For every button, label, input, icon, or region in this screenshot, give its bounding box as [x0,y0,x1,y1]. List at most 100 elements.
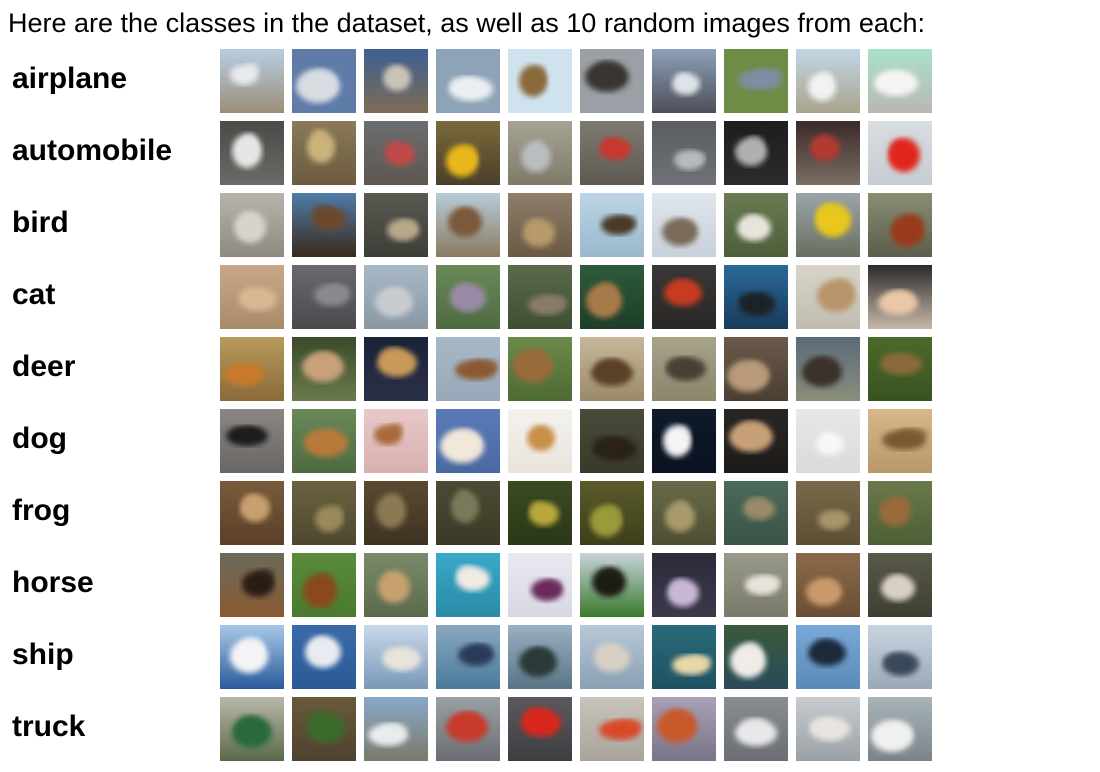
bird-icon [220,193,284,257]
ship-image-2 [292,625,356,689]
dog-icon [652,409,716,473]
frog-icon [652,481,716,545]
bird-image-3 [364,193,428,257]
airplane-icon [580,49,644,113]
horse-image-1 [220,553,284,617]
car-icon [508,121,572,185]
horse-image-3 [364,553,428,617]
cat-image-10 [868,265,932,329]
automobile-image-9 [796,121,860,185]
automobile-image-3 [364,121,428,185]
class-label-airplane: airplane [12,62,128,95]
airplane-image-5 [508,49,572,113]
deer-icon [508,337,572,401]
automobile-image-5 [508,121,572,185]
horse-image-4 [436,553,500,617]
ship-icon [652,625,716,689]
frog-icon [868,481,932,545]
bird-icon [796,193,860,257]
airplane-icon [724,49,788,113]
horse-icon [796,553,860,617]
deer-icon [292,337,356,401]
class-label-dog: dog [12,422,67,455]
class-label-frog: frog [12,494,71,527]
ship-icon [868,625,932,689]
truck-image-8 [724,697,788,761]
dog-image-6 [580,409,644,473]
frog-image-2 [292,481,356,545]
airplane-icon [364,49,428,113]
truck-icon [292,697,356,761]
cat-image-8 [724,265,788,329]
airplane-icon [292,49,356,113]
frog-icon [220,481,284,545]
cat-image-4 [436,265,500,329]
cat-icon [508,265,572,329]
deer-icon [868,337,932,401]
truck-image-7 [652,697,716,761]
horse-image-6 [580,553,644,617]
deer-icon [364,337,428,401]
bird-icon [292,193,356,257]
ship-image-10 [868,625,932,689]
car-icon [364,121,428,185]
class-label-truck: truck [12,710,86,743]
dog-icon [436,409,500,473]
ship-image-1 [220,625,284,689]
truck-icon [220,697,284,761]
cat-icon [436,265,500,329]
car-icon [796,121,860,185]
airplane-image-4 [436,49,500,113]
ship-image-4 [436,625,500,689]
class-row-ship: ship [0,623,940,695]
frog-image-5 [508,481,572,545]
ship-image-8 [724,625,788,689]
frog-icon [796,481,860,545]
class-row-bird: bird [0,191,940,263]
ship-icon [220,625,284,689]
deer-icon [580,337,644,401]
horse-image-9 [796,553,860,617]
bird-image-9 [796,193,860,257]
dog-icon [868,409,932,473]
class-label-bird: bird [12,206,69,239]
class-row-cat: cat [0,263,940,335]
frog-image-9 [796,481,860,545]
airplane-icon [508,49,572,113]
ship-image-7 [652,625,716,689]
cat-icon [292,265,356,329]
class-row-frog: frog [0,479,940,551]
dog-icon [364,409,428,473]
frog-icon [436,481,500,545]
cat-icon [580,265,644,329]
ship-icon [292,625,356,689]
dog-icon [220,409,284,473]
car-icon [220,121,284,185]
dog-image-7 [652,409,716,473]
horse-icon [292,553,356,617]
horse-icon [580,553,644,617]
class-row-automobile: automobile [0,119,940,191]
truck-image-6 [580,697,644,761]
truck-image-10 [868,697,932,761]
airplane-image-3 [364,49,428,113]
frog-icon [724,481,788,545]
truck-icon [580,697,644,761]
truck-icon [508,697,572,761]
class-row-dog: dog [0,407,940,479]
airplane-image-2 [292,49,356,113]
automobile-image-2 [292,121,356,185]
horse-image-8 [724,553,788,617]
ship-image-3 [364,625,428,689]
truck-icon [724,697,788,761]
horse-icon [364,553,428,617]
horse-icon [868,553,932,617]
ship-icon [796,625,860,689]
airplane-icon [868,49,932,113]
bird-icon [580,193,644,257]
car-icon [436,121,500,185]
deer-image-10 [868,337,932,401]
airplane-image-8 [724,49,788,113]
bird-icon [508,193,572,257]
frog-icon [292,481,356,545]
